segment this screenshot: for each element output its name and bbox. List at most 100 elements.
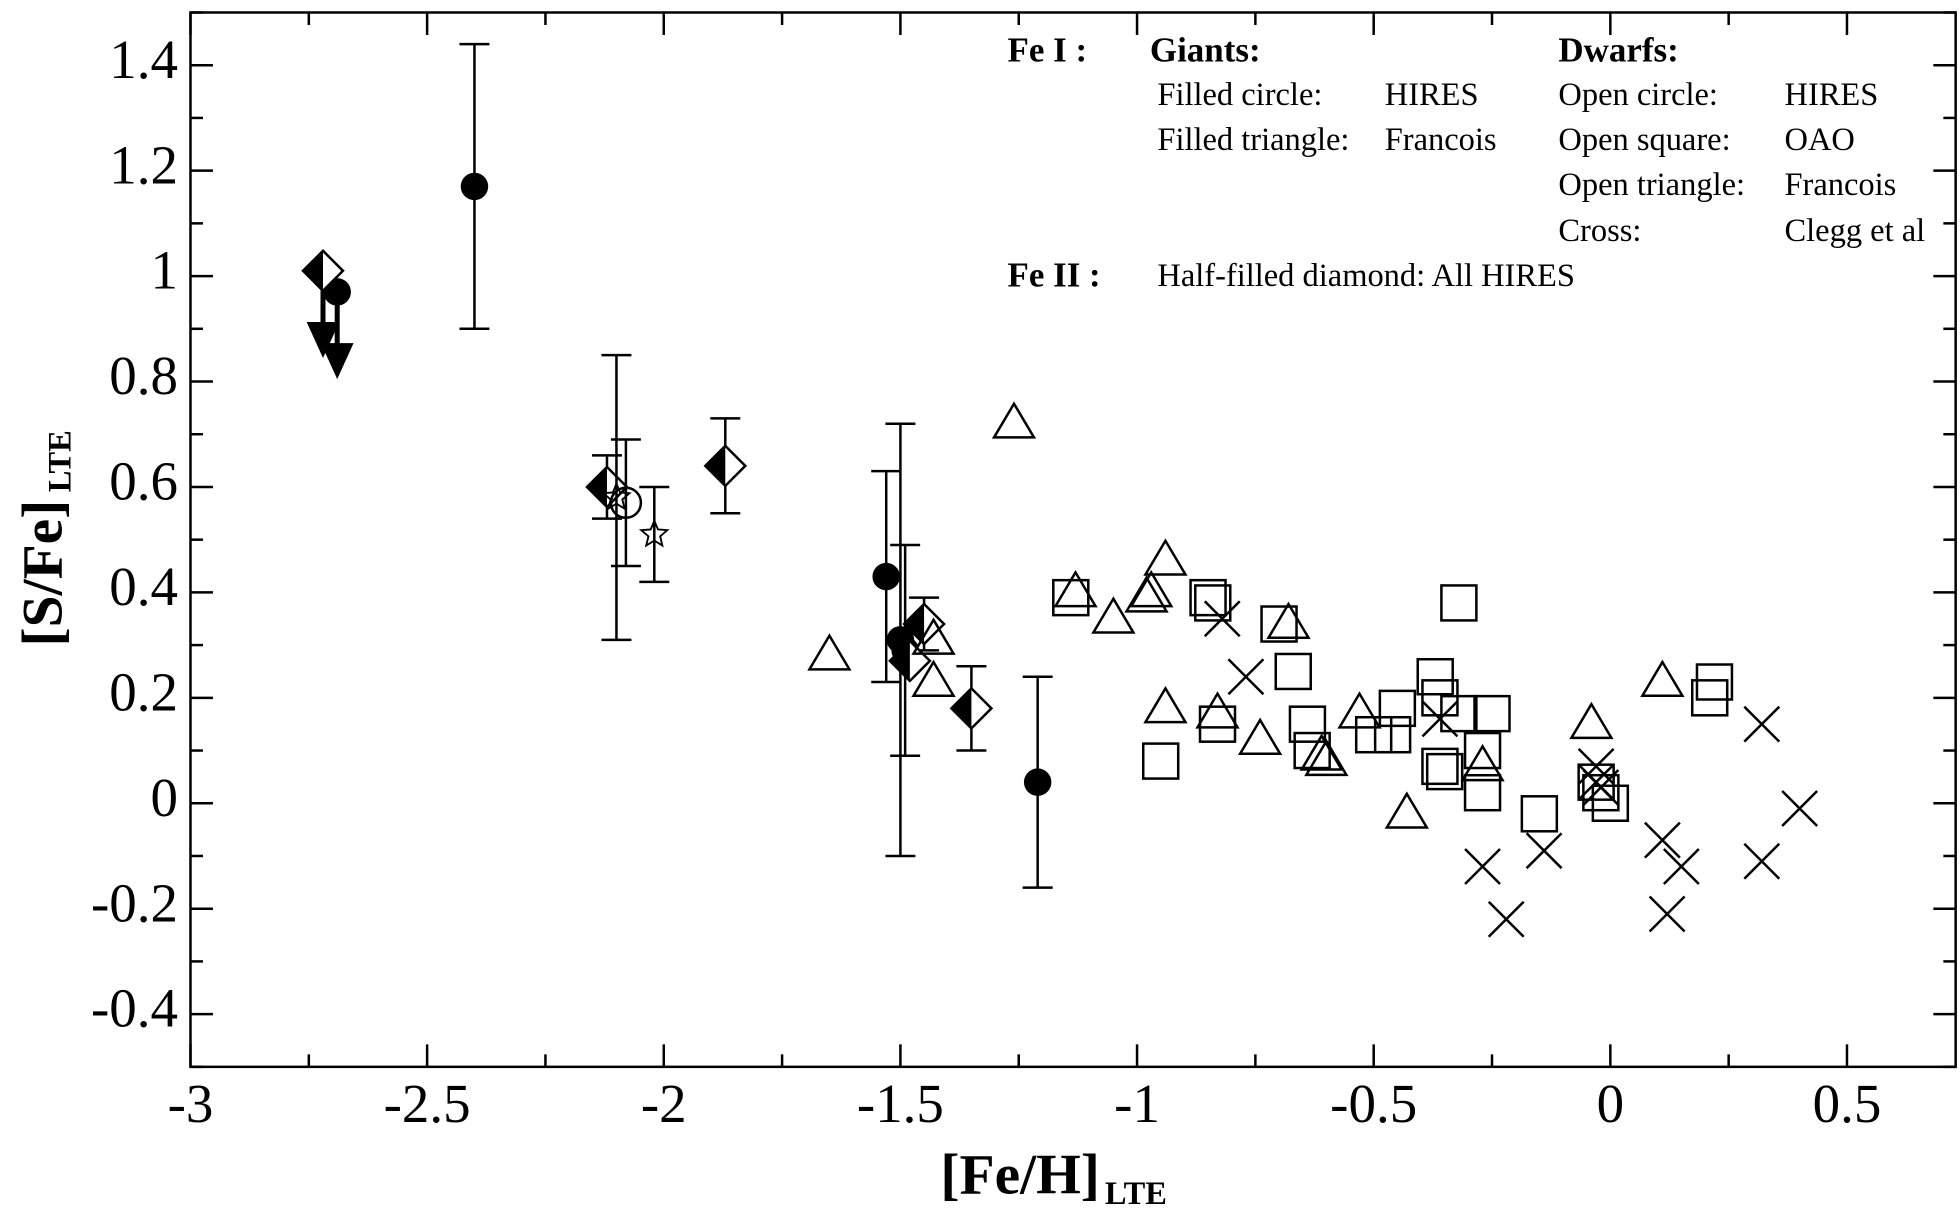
open-square [1293, 731, 1331, 770]
open-square [1274, 652, 1312, 691]
open-triangle [1299, 733, 1344, 771]
open-square [1198, 705, 1237, 743]
open-square [1194, 584, 1232, 622]
diamond-fill [951, 688, 972, 729]
open-square [1421, 679, 1459, 717]
filled-circle [872, 562, 900, 591]
open-square [1463, 731, 1502, 770]
legend-giants: Giants: [1150, 31, 1261, 70]
open-square [1052, 578, 1090, 617]
open-square [1473, 694, 1511, 733]
cross [1662, 848, 1700, 885]
legend-source: Clegg et al [1785, 213, 1926, 249]
open-square [1260, 605, 1298, 643]
half-diamond [585, 465, 629, 509]
x-tick-label: -2.5 [384, 1073, 471, 1134]
cross [1464, 848, 1501, 885]
open-circle [609, 486, 643, 520]
open-triangle [1195, 691, 1240, 729]
legend-source: HIRES [1785, 77, 1879, 113]
open-triangle [991, 401, 1037, 439]
open-square [1189, 578, 1227, 617]
legend-fe2-text: Half-filled diamond: All HIRES [1157, 258, 1575, 294]
open-square [1582, 773, 1620, 812]
open-square [1440, 694, 1478, 733]
half-diamond [703, 444, 748, 488]
open-triangle [1237, 717, 1283, 755]
cross [1577, 747, 1615, 785]
error-bar [601, 353, 632, 642]
legend-source: Francois [1385, 122, 1497, 158]
open-triangle [1091, 596, 1136, 634]
open-star [601, 481, 632, 511]
legend-source: OAO [1785, 122, 1855, 158]
open-square [1354, 715, 1393, 754]
open-square [1591, 784, 1630, 822]
diamond-fill [303, 250, 324, 291]
open-square [1520, 795, 1559, 833]
cross [1582, 769, 1620, 806]
x-tick-label: 0.5 [1813, 1073, 1882, 1134]
open-square [1440, 584, 1478, 622]
y-tick-label: 1.4 [109, 29, 178, 90]
open-square [1141, 742, 1180, 780]
open-triangle [1337, 691, 1382, 729]
open-triangle [1129, 569, 1174, 608]
cross [1644, 821, 1681, 859]
y-tick-label: 0.8 [109, 345, 178, 406]
open-triangle [1460, 743, 1505, 782]
x-axis-label: [Fe/H] [940, 1144, 1100, 1207]
error-bar [639, 485, 670, 584]
cross [1525, 832, 1563, 870]
open-square [1378, 689, 1417, 728]
cross [1203, 600, 1241, 638]
half-diamond [888, 639, 932, 683]
y-tick-label: 1.2 [109, 134, 178, 195]
open-triangle [1266, 601, 1311, 640]
cross [1781, 790, 1819, 827]
legend-fe1: Fe I : [1007, 31, 1087, 70]
open-triangle [1304, 738, 1349, 777]
cross [1421, 700, 1459, 738]
legend-dwarfs: Dwarfs: [1558, 31, 1678, 70]
cross [1648, 895, 1686, 933]
diamond-fill [705, 445, 726, 486]
open-square [1690, 679, 1729, 717]
open-square [1421, 747, 1459, 786]
diamond-fill [889, 640, 910, 681]
open-star [638, 518, 670, 548]
open-triangle [1640, 659, 1685, 697]
cross [1227, 658, 1265, 696]
y-tick-label: -0.4 [91, 978, 178, 1039]
x-axis-label-sub: LTE [1105, 1176, 1167, 1212]
filled-circle [1023, 768, 1052, 796]
half-diamond [902, 602, 946, 646]
open-square [1425, 752, 1464, 791]
diamond-fill [904, 604, 925, 645]
open-triangle [1143, 685, 1188, 724]
y-axis-label-sub: LTE [43, 430, 79, 492]
y-tick-label: 0.2 [109, 661, 178, 722]
legend-label: Filled circle: [1157, 77, 1322, 113]
open-square [1463, 773, 1502, 812]
legend-source: Francois [1785, 167, 1897, 203]
y-tick-label: 0.6 [109, 451, 178, 512]
cross [1743, 842, 1781, 880]
x-tick-label: -1 [1114, 1073, 1160, 1134]
x-tick-label: -0.5 [1330, 1073, 1417, 1134]
legend-label: Cross: [1558, 213, 1641, 249]
y-tick-label: 0 [151, 767, 178, 828]
half-diamond [301, 249, 345, 293]
y-tick-label: 0.4 [109, 556, 178, 617]
diamond-fill [586, 466, 607, 507]
open-square [1695, 663, 1734, 701]
open-triangle [911, 617, 956, 655]
y-axis-label-group: [S/Fe] LTE [11, 430, 78, 646]
open-triangle [807, 633, 852, 671]
x-tick-label: -2 [641, 1073, 687, 1134]
open-triangle [911, 659, 956, 697]
open-triangle [1143, 538, 1188, 576]
cross [1743, 705, 1781, 743]
open-square [1288, 705, 1327, 743]
